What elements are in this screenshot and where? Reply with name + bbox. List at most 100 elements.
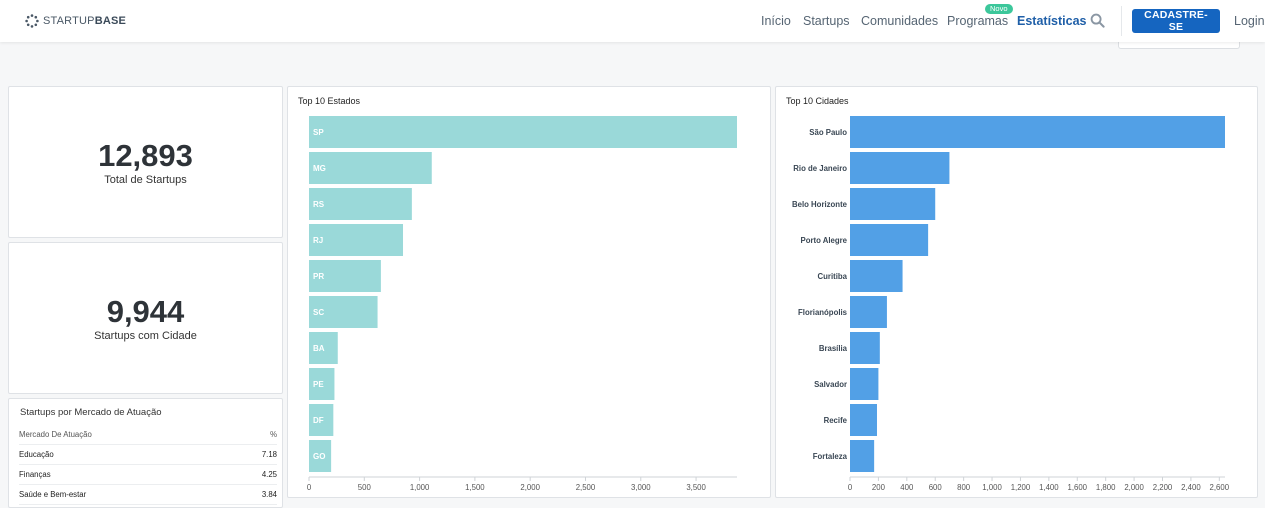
cidades-bar-label: Salvador	[814, 380, 847, 389]
estados-bar[interactable]	[309, 152, 432, 184]
nav-programas[interactable]: Programas	[947, 14, 1009, 28]
cidades-tick-label: 2,000	[1124, 483, 1144, 492]
cidades-tick-label: 200	[872, 483, 886, 492]
cidades-bar[interactable]	[850, 188, 936, 220]
estados-bar-label: DF	[313, 416, 324, 425]
cidades-bar-label: Recife	[824, 416, 848, 425]
cidades-bar-label: Curitiba	[818, 272, 848, 281]
table-row: Finanças 4.25	[19, 464, 277, 485]
cadastre-se-button[interactable]: CADASTRE-SE	[1132, 9, 1220, 33]
estados-bar-label: SC	[313, 308, 324, 317]
estados-tick-label: 1,500	[465, 483, 485, 492]
estados-bar[interactable]	[309, 440, 332, 472]
estados-bar-label: RJ	[313, 236, 323, 245]
estados-bar[interactable]	[309, 332, 338, 364]
market-name: Finanças	[19, 464, 233, 485]
cidades-bar-label: Rio de Janeiro	[793, 164, 847, 173]
cidades-bar[interactable]	[850, 152, 950, 184]
cidades-bar-label: Fortaleza	[813, 452, 848, 461]
table-row: Educação 7.18	[19, 444, 277, 465]
top-cidades-chart: São Paulo Rio de Janeiro Belo Horizonte Por…	[792, 116, 1230, 492]
market-name: Educação	[19, 444, 233, 465]
cidades-bar-label: Brasília	[819, 344, 848, 353]
nav-estatisticas[interactable]: Estatísticas	[1017, 14, 1087, 28]
cidades-bar-label: Belo Horizonte	[792, 200, 848, 209]
market-table-card: Startups por Mercado de Atuação Mercado …	[8, 398, 283, 508]
market-table-title: Startups por Mercado de Atuação	[20, 407, 162, 418]
total-startups-label: Total de Startups	[104, 173, 187, 186]
cidades-bar[interactable]	[850, 332, 880, 364]
total-startups-value: 12,893	[98, 137, 193, 173]
estados-bar-label: BA	[313, 344, 325, 353]
table-header-row: Mercado De Atuação %	[19, 425, 277, 445]
estados-tick-label: 2,000	[520, 483, 540, 492]
nav-comunidades[interactable]: Comunidades	[861, 14, 939, 28]
cidades-bar[interactable]	[850, 116, 1225, 148]
cidades-bar[interactable]	[850, 260, 903, 292]
estados-bar[interactable]	[309, 368, 335, 400]
cidades-bar[interactable]	[850, 224, 929, 256]
cidades-tick-label: 400	[900, 483, 914, 492]
startups-com-cidade-value: 9,944	[106, 293, 185, 329]
market-table: Mercado De Atuação % Educação 7.18 Finan…	[19, 425, 277, 505]
logo-icon	[25, 14, 39, 28]
estados-tick-label: 500	[358, 483, 372, 492]
cidades-tick-label: 2,400	[1181, 483, 1201, 492]
cidades-bar-label: São Paulo	[809, 128, 847, 137]
cidades-bar-label: Porto Alegre	[801, 236, 848, 245]
cidades-tick-label: 1,200	[1011, 483, 1031, 492]
top-cidades-title: Top 10 Cidades	[786, 96, 849, 106]
cidades-bar[interactable]	[850, 404, 877, 436]
total-startups-card: 12,893 Total de Startups	[8, 86, 283, 238]
logo-text: STARTUPBASE	[43, 15, 126, 27]
cidades-tick-label: 1,000	[982, 483, 1002, 492]
nav-divider	[1121, 6, 1122, 36]
cidades-bar[interactable]	[850, 296, 887, 328]
cidades-tick-label: 800	[957, 483, 971, 492]
top-estados-chart: SP MG RS RJ PR SC BA PE DF GO 0 500 1,000 1,500 2,000 2…	[307, 116, 737, 492]
cidades-bar[interactable]	[850, 440, 875, 472]
cidades-tick-label: 2,200	[1153, 483, 1173, 492]
column-header-percent[interactable]: %	[232, 425, 277, 445]
estados-bar-label: GO	[313, 452, 325, 461]
column-header-market[interactable]: Mercado De Atuação	[19, 425, 233, 445]
estados-bar[interactable]	[309, 296, 378, 328]
cidades-bar-label: Florianópolis	[798, 308, 848, 317]
cidades-tick-label: 1,600	[1068, 483, 1088, 492]
estados-bar[interactable]	[309, 188, 412, 220]
startups-com-cidade-card: 9,944 Startups com Cidade	[8, 242, 283, 394]
cidades-tick-label: 1,800	[1096, 483, 1116, 492]
startups-com-cidade-label: Startups com Cidade	[94, 329, 197, 342]
nav-inicio[interactable]: Início	[761, 14, 791, 28]
estados-bar-label: RS	[313, 200, 325, 209]
logo-prefix: STARTUP	[43, 15, 95, 27]
estados-tick-label: 1,000	[410, 483, 430, 492]
top-estados-title: Top 10 Estados	[298, 96, 361, 106]
estados-bar-label: PE	[313, 380, 324, 389]
new-badge: Novo	[985, 4, 1013, 14]
market-percent: 4.25	[232, 464, 277, 485]
estados-bar-label: PR	[313, 272, 324, 281]
search-icon[interactable]	[1090, 13, 1105, 28]
top-navbar: STARTUPBASE Início Startups Comunidades …	[0, 0, 1265, 42]
estados-tick-label: 0	[307, 483, 312, 492]
cidades-bar[interactable]	[850, 368, 879, 400]
estados-bar[interactable]	[309, 224, 404, 256]
estados-tick-label: 3,000	[631, 483, 651, 492]
estados-bar-label: MG	[313, 164, 326, 173]
estados-bar[interactable]	[309, 260, 381, 292]
top-estados-card: Top 10 Estados SP MG RS RJ PR SC BA PE DF GO 0 500 1…	[287, 86, 771, 498]
nav-startups[interactable]: Startups	[803, 14, 850, 28]
estados-tick-label: 2,500	[576, 483, 596, 492]
estados-bar[interactable]	[309, 116, 737, 148]
estados-bar[interactable]	[309, 404, 334, 436]
startupbase-logo[interactable]: STARTUPBASE	[25, 12, 126, 30]
cidades-tick-label: 0	[848, 483, 853, 492]
logo-suffix: BASE	[94, 15, 127, 27]
cidades-tick-label: 2,600	[1210, 483, 1230, 492]
login-link[interactable]: Login	[1234, 14, 1265, 28]
filter-dropdown[interactable]	[1118, 40, 1240, 49]
top-cidades-card: Top 10 Cidades São Paulo Rio de Janeiro Be…	[775, 86, 1258, 498]
cidades-tick-label: 1,400	[1039, 483, 1059, 492]
estados-bar-label: SP	[313, 128, 324, 137]
